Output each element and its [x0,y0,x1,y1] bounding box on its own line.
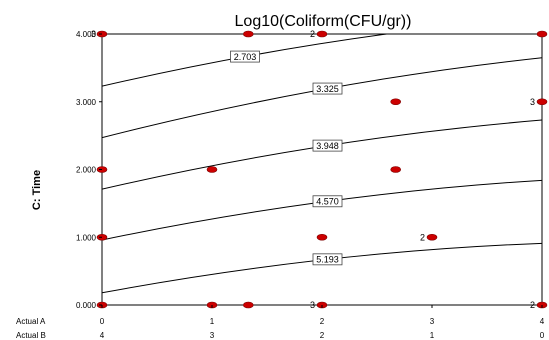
x-axis-label: Actual B [16,331,46,340]
design-point [536,98,548,106]
design-point [316,30,328,38]
design-point [206,166,218,173]
design-point [243,30,254,38]
contour-label: 3.948 [316,141,339,151]
design-point [316,233,328,241]
contour-label: 5.193 [316,255,339,265]
point-count-label: 3 [91,29,96,39]
contour-lines [102,34,542,294]
contour-line [102,57,542,139]
y-tick-label: 2.000 [76,166,97,175]
design-point [426,233,438,241]
contour-label-box [312,82,343,95]
contour-label: 4.570 [316,196,339,206]
design-point [390,166,402,173]
contour-label: 3.325 [316,84,339,94]
x-axis-label: Actual A [16,317,46,326]
x-tick-label: 2 [320,331,325,340]
design-point [243,301,254,309]
contour-label-box [230,50,260,63]
x-tick-label: 2 [320,317,325,326]
y-tick-label: 1.000 [76,233,97,242]
x-tick-label: 3 [210,331,215,340]
y-tick-label: 4.000 [76,30,97,39]
contour-line [102,179,542,241]
contour-line [102,242,542,294]
contour-line [102,119,542,190]
y-axis-label: C: Time [31,170,43,210]
contour-label-box [312,253,343,266]
design-point [536,30,548,38]
x-tick-label: 1 [210,317,215,326]
contour-label-box [312,195,343,208]
x-tick-label: 3 [430,317,435,326]
point-count-label: 2 [420,232,425,242]
x-tick-label: 4 [100,331,105,340]
contour-line [102,34,391,87]
x-tick-label: 0 [540,331,545,340]
x-tick-label: 1 [430,331,435,340]
design-point [390,98,402,106]
y-tick-label: 3.000 [76,98,97,107]
contour-labels: 2.703 3.325 3.948 4.570 5.193 [230,50,343,266]
point-count-label: 2 [310,29,315,39]
point-count-label: 3 [530,97,535,107]
point-count-label: 3 [310,300,315,310]
point-count-label: 2 [530,300,535,310]
x-tick-label: 4 [540,317,545,326]
design-points: 3 2 3 2 3 2 [91,29,548,310]
chart-title: Log10(Coliform(CFU/gr)) [235,13,412,30]
contour-label: 2.703 [234,52,257,62]
y-tick-label: 0.000 [76,301,97,310]
contour-label-box [312,139,343,152]
x-tick-label: 0 [100,317,105,326]
